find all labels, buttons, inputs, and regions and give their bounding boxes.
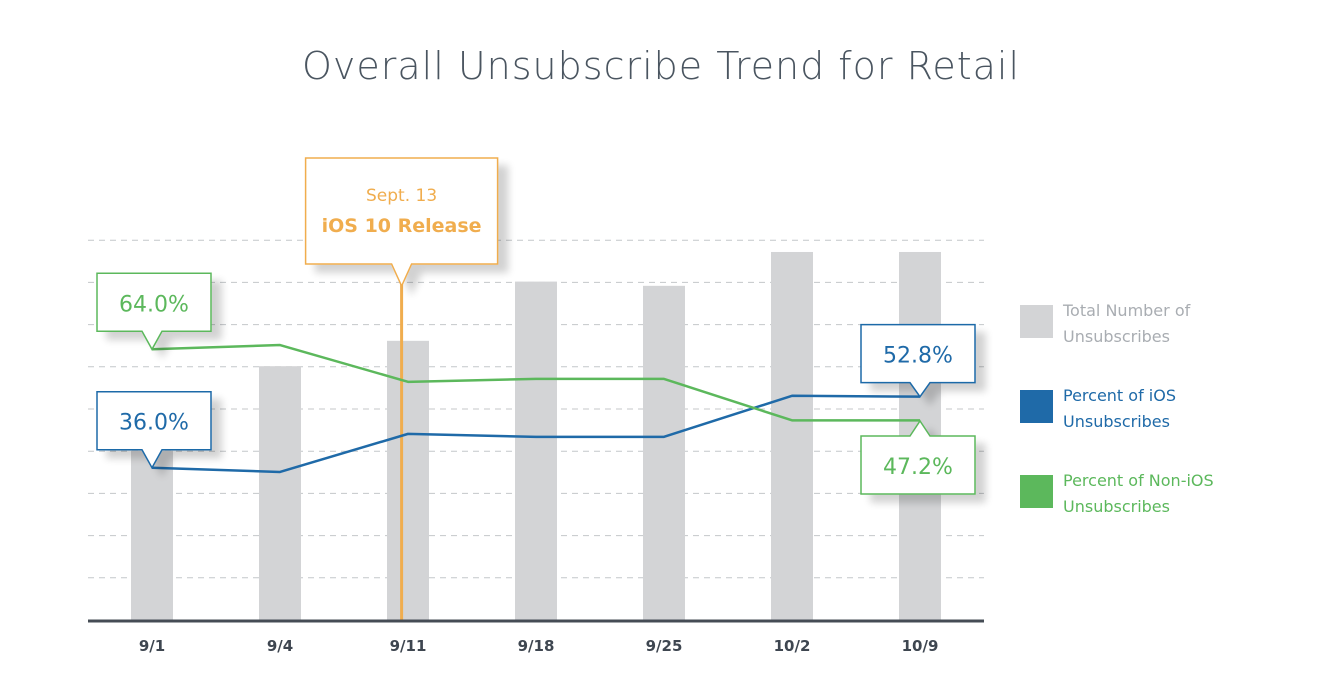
legend-label-line1-1: Percent of iOS — [1063, 386, 1176, 405]
point-1-9/18 — [535, 436, 537, 438]
point-2-9/18 — [535, 378, 537, 380]
legend-label-line1-2: Percent of Non-iOS — [1063, 471, 1214, 490]
x-tick-label: 10/9 — [902, 637, 939, 655]
callout-box-1-6 — [860, 323, 976, 398]
callout-layer: Sept. 13 iOS 10 Release 64.0% 36.0% 52.8% 47.… — [96, 157, 976, 495]
point-2-9/4 — [279, 344, 281, 346]
x-tick-label: 10/2 — [774, 637, 811, 655]
legend-label-line2-0: Unsubscribes — [1063, 327, 1170, 346]
legend-swatch-0 — [1020, 305, 1053, 338]
x-tick-label: 9/11 — [390, 637, 427, 655]
point-2-9/25 — [663, 378, 665, 380]
callout-label-1-0: 36.0% — [119, 411, 189, 436]
event-callout-box — [304, 157, 499, 288]
point-2-9/11 — [407, 381, 409, 383]
point-1-9/25 — [663, 436, 665, 438]
bar-9/1 — [131, 450, 173, 620]
callout-label-2-0: 64.0% — [119, 292, 189, 317]
bar-9/11 — [387, 340, 429, 620]
point-2-10/2 — [791, 419, 793, 421]
bar-9/4 — [259, 366, 301, 620]
callout-box-2-0 — [96, 272, 212, 351]
legend-label-line1-0: Total Number of — [1062, 301, 1191, 320]
x-tick-label: 9/4 — [267, 637, 293, 655]
bars-layer — [131, 251, 941, 621]
callout-label-2-6: 47.2% — [883, 455, 953, 480]
bar-9/18 — [515, 281, 557, 620]
x-tick-label: 9/1 — [139, 637, 165, 655]
legend-label-line2-1: Unsubscribes — [1063, 412, 1170, 431]
point-1-9/11 — [407, 433, 409, 435]
callout-box-1-0 — [96, 390, 212, 470]
legend-swatch-1 — [1020, 390, 1053, 423]
chart-title: Overall Unsubscribe Trend for Retail — [301, 44, 1020, 88]
x-tick-label: 9/18 — [518, 637, 555, 655]
callout-label-1-6: 52.8% — [883, 344, 953, 369]
point-1-10/2 — [791, 395, 793, 397]
event-name-label: iOS 10 Release — [322, 215, 482, 237]
bar-9/25 — [643, 285, 685, 620]
event-date-label: Sept. 13 — [366, 186, 437, 206]
legend-swatch-2 — [1020, 475, 1053, 508]
legend-label-line2-2: Unsubscribes — [1063, 497, 1170, 516]
x-tick-label: 9/25 — [646, 637, 683, 655]
point-1-9/4 — [279, 471, 281, 473]
callout-box-2-6 — [860, 419, 976, 495]
legend-layer: Total Number of Unsubscribes Percent of iO… — [1020, 301, 1214, 516]
axis-layer: 9/1 9/4 9/11 9/18 9/25 10/2 10/9 — [88, 619, 984, 655]
bar-10/2 — [771, 251, 813, 621]
